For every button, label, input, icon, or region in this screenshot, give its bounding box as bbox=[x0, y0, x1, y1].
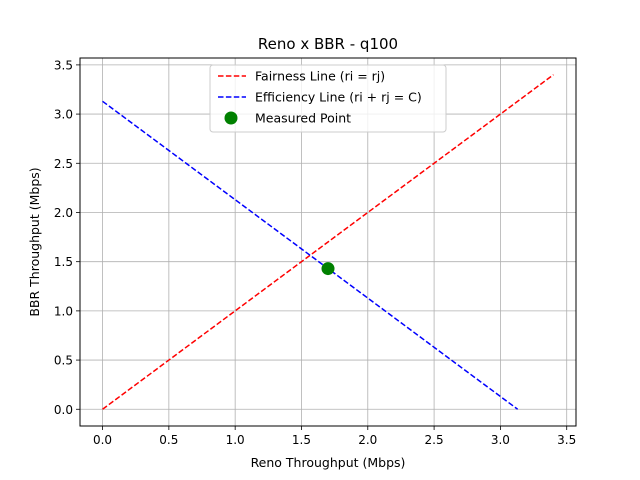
y-tick-label: 2.5 bbox=[54, 157, 73, 171]
plot-area-frame bbox=[79, 57, 577, 427]
y-axis-label: BBR Throughput (Mbps) bbox=[27, 167, 42, 316]
y-tick-label: 2.0 bbox=[54, 206, 73, 220]
y-tick-label: 0.0 bbox=[54, 403, 73, 417]
measured-point bbox=[321, 262, 335, 276]
tick-layer: 0.0 0.5 1.0 1.5 2.0 2.5 3.0 3.5 0.0 0.5 1.0 1.5 2.0 2… bbox=[54, 58, 576, 447]
fairness-line bbox=[102, 74, 554, 410]
legend-frame bbox=[209, 64, 447, 133]
legend-efficiency-label: Efficiency Line (ri + rj = C) bbox=[255, 90, 422, 105]
x-tick-label: 2.0 bbox=[358, 433, 377, 447]
efficiency-line bbox=[102, 100, 519, 410]
x-tick-label: 0.5 bbox=[159, 433, 178, 447]
x-tick-label: 3.5 bbox=[557, 433, 576, 447]
x-tick-label: 0.0 bbox=[93, 433, 112, 447]
legend: Fairness Line (ri = rj) Efficiency Line … bbox=[209, 64, 447, 133]
legend-measured-swatch bbox=[224, 111, 238, 125]
x-tick-label: 2.5 bbox=[425, 433, 444, 447]
chart-title: Reno x BBR - q100 bbox=[258, 35, 398, 53]
y-tick-label: 1.0 bbox=[54, 304, 73, 318]
x-axis-label: Reno Throughput (Mbps) bbox=[251, 455, 406, 470]
y-tick-label: 3.0 bbox=[54, 108, 73, 122]
x-tick-label: 3.0 bbox=[491, 433, 510, 447]
x-tick-label: 1.5 bbox=[292, 433, 311, 447]
legend-fairness-label: Fairness Line (ri = rj) bbox=[255, 69, 385, 84]
y-tick-label: 1.5 bbox=[54, 255, 73, 269]
y-tick-label: 0.5 bbox=[54, 354, 73, 368]
y-tick-label: 3.5 bbox=[54, 58, 73, 72]
x-tick-label: 1.0 bbox=[226, 433, 245, 447]
series-layer bbox=[102, 74, 554, 410]
legend-measured-label: Measured Point bbox=[255, 111, 351, 126]
